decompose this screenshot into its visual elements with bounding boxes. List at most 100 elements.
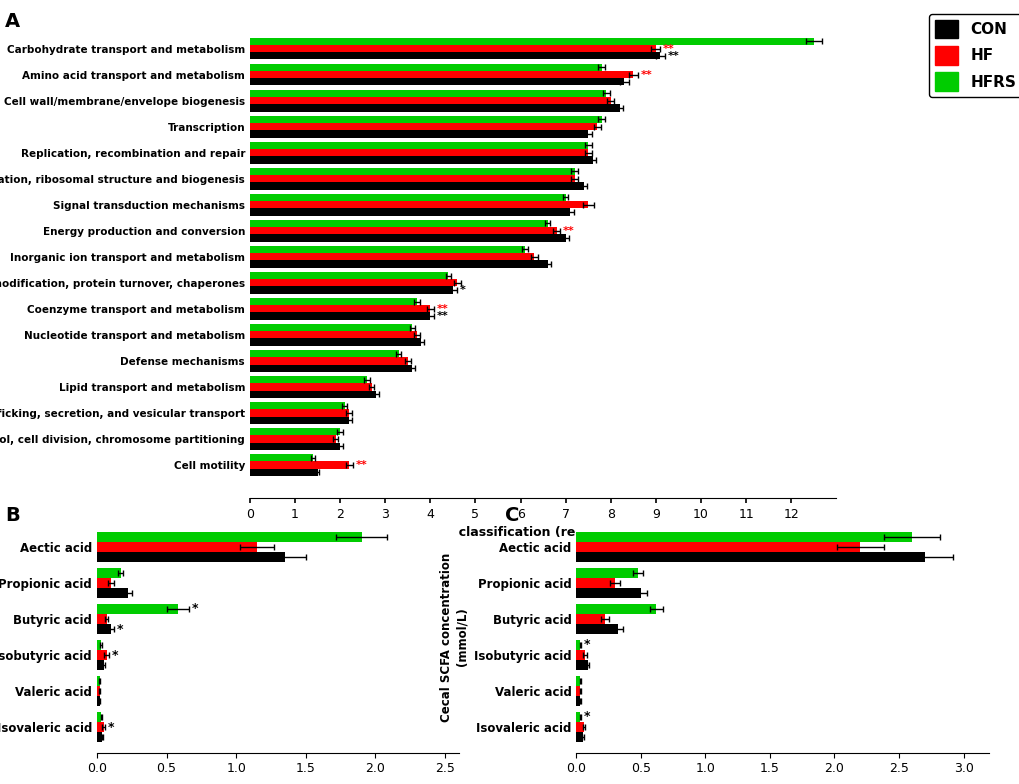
Bar (250, 123, 597, 130)
Bar (250, 89, 605, 97)
Bar (576, 712, 580, 722)
Bar (97, 712, 101, 722)
Text: *: * (192, 602, 198, 615)
Bar (250, 104, 620, 111)
X-axis label: COG function classification (realtive abundance, %): COG function classification (realtive ab… (362, 526, 723, 539)
Text: **: ** (640, 70, 652, 79)
Bar (250, 260, 547, 267)
Bar (250, 298, 417, 305)
Bar (97, 686, 100, 696)
Bar (576, 650, 585, 660)
Bar (250, 443, 339, 450)
Bar (576, 532, 911, 542)
Bar (250, 376, 367, 383)
Bar (250, 149, 588, 156)
Text: *: * (459, 285, 465, 295)
Bar (576, 624, 618, 634)
Bar (250, 220, 547, 227)
Bar (576, 604, 655, 614)
Bar (250, 435, 335, 443)
Bar (576, 640, 580, 650)
Bar (250, 175, 574, 183)
Text: C: C (504, 506, 519, 524)
Bar (250, 383, 371, 390)
Bar (97, 568, 120, 578)
Bar (250, 286, 452, 294)
Bar (97, 578, 111, 588)
Bar (250, 142, 588, 149)
Text: *: * (583, 710, 589, 724)
Bar (250, 64, 601, 71)
Bar (576, 552, 924, 562)
Text: **: ** (562, 226, 574, 236)
Bar (576, 614, 604, 624)
Bar (250, 428, 339, 435)
Bar (576, 660, 587, 670)
Bar (576, 722, 584, 732)
Bar (250, 209, 570, 216)
Bar (250, 201, 588, 209)
Bar (576, 676, 580, 686)
Bar (97, 604, 177, 614)
Bar (250, 279, 457, 286)
Bar (250, 78, 624, 85)
Text: **: ** (436, 311, 448, 321)
Bar (250, 461, 348, 469)
Bar (97, 722, 104, 732)
Bar (250, 339, 421, 346)
Bar (576, 542, 859, 552)
Bar (576, 732, 582, 742)
Bar (250, 402, 344, 409)
Text: A: A (5, 12, 20, 31)
Bar (250, 116, 601, 123)
Text: **: ** (436, 304, 448, 314)
Bar (250, 365, 412, 372)
Bar (250, 227, 556, 234)
Text: *: * (112, 648, 118, 662)
Text: **: ** (662, 44, 675, 53)
Bar (250, 324, 412, 331)
Bar (250, 313, 430, 320)
Bar (576, 568, 638, 578)
Text: *: * (583, 638, 589, 652)
Bar (576, 578, 614, 588)
Text: *: * (108, 720, 114, 734)
Bar (250, 358, 408, 365)
Text: B: B (5, 506, 19, 524)
Bar (576, 696, 580, 706)
Bar (250, 168, 574, 175)
Bar (250, 416, 348, 424)
Bar (250, 350, 398, 358)
Y-axis label: Cecal SCFA concentration
(mmol/L): Cecal SCFA concentration (mmol/L) (440, 553, 468, 721)
Bar (250, 234, 566, 241)
Bar (250, 53, 660, 60)
Bar (250, 305, 430, 313)
Bar (250, 194, 566, 201)
Text: **: ** (356, 460, 367, 470)
Bar (576, 686, 580, 696)
Bar (97, 552, 284, 562)
Bar (97, 732, 102, 742)
Legend: CON, HF, HFRS: CON, HF, HFRS (928, 13, 1019, 97)
Text: **: ** (667, 51, 679, 61)
Bar (97, 676, 100, 686)
Bar (250, 45, 655, 53)
Text: *: * (116, 622, 122, 636)
Bar (250, 253, 534, 260)
Bar (250, 409, 348, 416)
Bar (97, 542, 257, 552)
Bar (250, 390, 376, 397)
Bar (97, 614, 107, 624)
Bar (250, 156, 592, 164)
Bar (250, 272, 448, 279)
Bar (250, 71, 633, 78)
Bar (97, 640, 101, 650)
Bar (97, 696, 100, 706)
Bar (97, 660, 104, 670)
Bar (250, 38, 813, 45)
Bar (250, 183, 583, 190)
Bar (97, 650, 107, 660)
Bar (250, 469, 317, 476)
Bar (97, 532, 361, 542)
Bar (250, 97, 610, 104)
